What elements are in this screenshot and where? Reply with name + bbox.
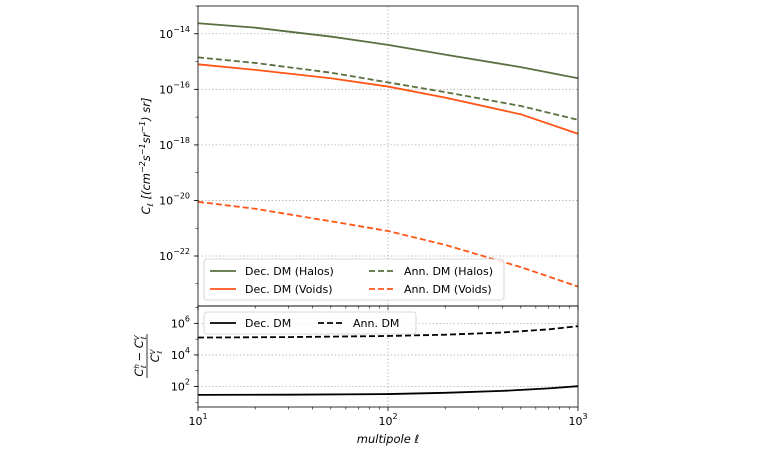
legend-label-dec-halos: Dec. DM (Halos) <box>245 265 334 278</box>
bottom-ytick-label: 102 <box>171 377 190 393</box>
top-y-axis-label: Cℓ [(cm−2s−1sr−1) sr] <box>138 98 155 215</box>
legend-label-dec-voids: Dec. DM (Voids) <box>245 283 333 296</box>
bottom-series-line-0 <box>197 385 579 396</box>
bottom-series-line-1 <box>197 325 579 339</box>
top-series-line-3 <box>197 200 579 288</box>
top-ytick-label: 10−22 <box>159 247 190 263</box>
bottom-y-axis-label: Chℓ − CVℓ CVℓ <box>132 334 164 378</box>
legend-label-ann-voids: Ann. DM (Voids) <box>404 283 492 296</box>
bottom-legend-box <box>203 311 417 335</box>
bottom-xtick-label: 101 <box>188 412 207 428</box>
top-legend-box <box>203 258 505 301</box>
legend-label-ann: Ann. DM <box>353 317 399 330</box>
bottom-xtick-label: 102 <box>378 412 397 428</box>
top-ytick-label: 10−20 <box>159 191 190 207</box>
bottom-legend: Dec. DM Ann. DM <box>203 311 417 335</box>
top-ytick-label: 10−14 <box>159 25 190 41</box>
top-grid <box>198 6 578 306</box>
top-ytick-label: 10−18 <box>159 136 190 152</box>
bottom-panel: 102 104 106 101 102 103 Chℓ − CVℓ CVℓ multip… <box>132 305 588 446</box>
top-series-line-2 <box>197 56 579 121</box>
top-legend: Dec. DM (Halos) Dec. DM (Voids) Ann. DM … <box>203 258 505 301</box>
bottom-y-ticks: 102 104 106 <box>171 307 198 403</box>
svg-text:CVℓ: CVℓ <box>148 348 164 362</box>
svg-text:Chℓ − CVℓ: Chℓ − CVℓ <box>132 334 148 376</box>
bottom-ytick-label: 104 <box>171 346 190 362</box>
top-series-line-1 <box>197 63 579 135</box>
top-series-line-0 <box>197 22 579 80</box>
x-axis-label: multipole ℓ <box>357 432 420 446</box>
top-y-ticks: 10−14 10−16 10−18 10−20 10−22 <box>159 5 198 285</box>
legend-label-dec: Dec. DM <box>245 317 291 330</box>
top-panel: 10−14 10−16 10−18 10−20 10−22 Cℓ [(cm−2s−1sr… <box>138 5 579 310</box>
bottom-series-group <box>197 325 579 396</box>
top-ytick-label: 10−16 <box>159 80 190 96</box>
bottom-ytick-label: 106 <box>171 314 190 330</box>
legend-label-ann-halos: Ann. DM (Halos) <box>404 265 493 278</box>
bottom-x-ticks: 101 102 103 <box>188 407 588 428</box>
top-series-group <box>197 22 579 288</box>
bottom-xtick-label: 103 <box>568 412 587 428</box>
